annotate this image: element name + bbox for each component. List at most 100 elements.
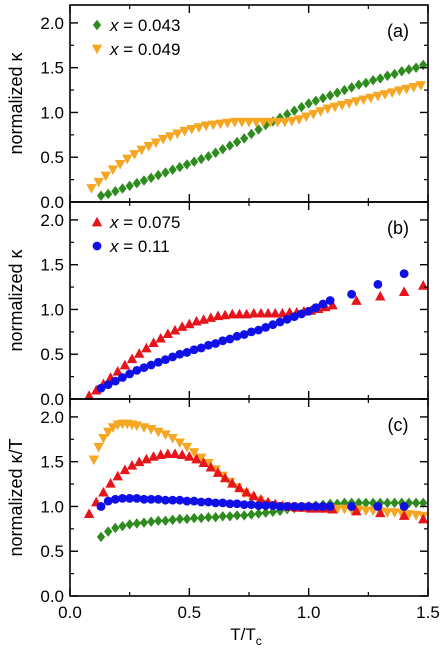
data-point: [290, 105, 299, 116]
data-point: [182, 513, 192, 525]
data-point: [275, 317, 285, 327]
data-point: [225, 499, 235, 509]
data-point: [243, 117, 255, 128]
data-point: [196, 343, 206, 353]
series-0.11: [96, 493, 409, 511]
data-point: [155, 332, 166, 343]
data-point: [375, 290, 386, 301]
data-point: [327, 299, 338, 310]
y-tick-label: 1.0: [40, 497, 64, 516]
data-point: [347, 289, 357, 299]
data-point: [347, 502, 357, 511]
data-point: [415, 81, 427, 91]
data-point: [239, 330, 249, 339]
data-point: [204, 497, 213, 507]
data-point: [98, 433, 109, 444]
data-point: [169, 324, 181, 335]
data-point: [96, 531, 106, 543]
data-point: [410, 510, 422, 521]
data-point: [332, 504, 343, 515]
data-point: [408, 82, 419, 93]
data-point: [205, 461, 217, 472]
data-point: [204, 512, 213, 523]
data-point: [268, 320, 278, 330]
data-point: [162, 448, 174, 459]
data-point: [311, 502, 321, 511]
data-point: [336, 100, 348, 111]
data-point: [161, 355, 170, 364]
data-point: [184, 318, 195, 329]
legend-value: = 0.11: [119, 237, 170, 256]
data-point: [154, 169, 163, 181]
x-axis-label: T/T: [230, 625, 256, 644]
data-point: [318, 92, 328, 104]
data-point: [157, 134, 169, 145]
data-point: [325, 90, 335, 101]
data-point: [212, 467, 224, 477]
data-point: [419, 497, 428, 509]
data-point: [286, 116, 298, 127]
data-point: [132, 177, 141, 189]
data-point: [100, 171, 111, 182]
data-point: [141, 342, 152, 353]
legend-variable: x: [109, 16, 119, 35]
data-point: [361, 77, 371, 89]
data-point: [219, 309, 231, 320]
y-tick-label: 0.5: [40, 345, 64, 364]
data-point: [241, 308, 252, 319]
data-point: [118, 183, 127, 194]
data-point: [175, 495, 185, 505]
data-point: [351, 295, 362, 305]
data-point: [126, 353, 138, 364]
data-point: [93, 442, 104, 453]
data-point: [261, 501, 271, 510]
data-point: [139, 175, 149, 186]
data-point: [102, 427, 114, 438]
data-point: [241, 486, 252, 497]
data-point: [282, 502, 292, 511]
data-point: [304, 502, 314, 511]
data-point: [411, 497, 421, 509]
data-point: [254, 501, 263, 510]
data-point: [258, 117, 269, 128]
data-point: [165, 132, 176, 142]
data-point: [208, 120, 219, 131]
data-point: [112, 470, 123, 481]
data-point: [246, 500, 256, 510]
data-point: [204, 340, 213, 350]
data-point: [211, 512, 220, 523]
data-point: [289, 502, 299, 511]
data-point: [354, 79, 363, 90]
data-point: [146, 494, 156, 504]
data-point: [218, 498, 228, 508]
data-point: [182, 159, 192, 170]
data-point: [132, 493, 142, 503]
data-point: [325, 502, 335, 511]
data-point: [397, 66, 406, 77]
data-point: [311, 95, 320, 107]
data-point: [122, 154, 133, 165]
data-point: [118, 493, 127, 503]
data-point: [382, 508, 393, 518]
data-point: [272, 117, 283, 128]
data-point: [126, 460, 138, 470]
data-point: [146, 172, 156, 184]
data-point: [212, 310, 224, 321]
data-point: [404, 64, 414, 75]
data-point: [329, 102, 341, 113]
data-point: [168, 164, 177, 175]
data-point: [275, 502, 285, 511]
y-tick-label: 2.0: [40, 211, 64, 230]
y-axis-label: normalized κ: [6, 51, 26, 154]
data-point: [218, 511, 227, 522]
data-point: [186, 125, 197, 135]
data-point: [347, 82, 356, 93]
data-point: [401, 84, 412, 95]
y-tick-label: 1.0: [40, 300, 64, 319]
data-point: [125, 369, 135, 379]
data-point: [227, 308, 238, 319]
data-point: [289, 312, 299, 322]
legend-value: = 0.049: [119, 40, 181, 59]
y-tick-label: 1.5: [40, 453, 64, 472]
